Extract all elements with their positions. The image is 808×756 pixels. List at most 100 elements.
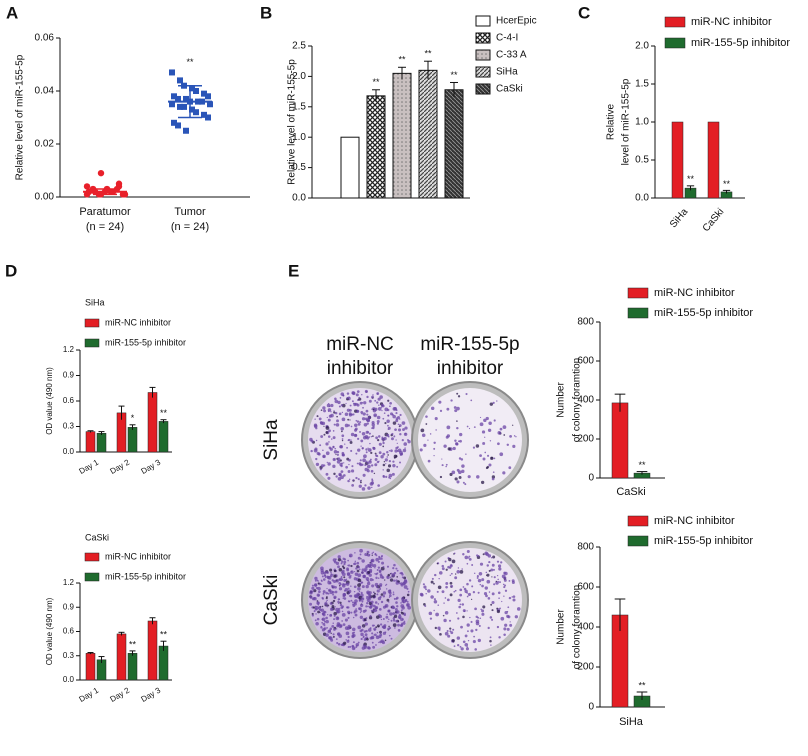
colony: [387, 573, 391, 577]
y-tick-label: 0: [588, 473, 594, 484]
colony: [488, 560, 491, 564]
colony: [327, 410, 330, 413]
colony: [378, 460, 380, 462]
y-axis-label: Relative: [606, 104, 617, 141]
colony: [430, 595, 434, 599]
colony: [449, 574, 452, 577]
colony: [334, 447, 337, 450]
colony: [369, 614, 372, 618]
colony: [363, 630, 367, 633]
colony: [361, 417, 366, 421]
colony: [497, 578, 499, 581]
colony: [338, 598, 341, 600]
colony: [341, 439, 344, 442]
colony: [371, 632, 374, 635]
colony: [382, 463, 386, 467]
legend-label: miR-155-5p inhibitor: [105, 571, 186, 581]
colony: [365, 451, 368, 454]
colony: [393, 571, 397, 575]
colony: [336, 415, 338, 418]
colony: [378, 404, 380, 406]
colony: [337, 565, 340, 569]
colony: [456, 406, 460, 411]
legend-swatch: [475, 49, 491, 61]
colony: [372, 610, 374, 613]
colony: [386, 451, 389, 454]
colony: [462, 481, 465, 484]
colony: [491, 563, 495, 567]
colony: [454, 589, 457, 592]
colony: [456, 426, 459, 430]
colony: [359, 430, 362, 433]
colony: [366, 637, 369, 641]
colony: [309, 602, 313, 606]
colony: [373, 624, 375, 627]
data-point: [189, 85, 195, 92]
colony: [340, 559, 343, 561]
colony: [401, 597, 405, 601]
colony: [352, 604, 356, 608]
legend-swatch: [627, 307, 649, 319]
y-tick-label: 0: [588, 702, 594, 713]
colony: [371, 479, 374, 482]
colony: [309, 591, 313, 595]
y-axis-label: Number: [556, 609, 567, 645]
colony: [366, 646, 371, 650]
colony: [393, 435, 396, 438]
colony: [380, 593, 384, 596]
colony: [401, 611, 404, 615]
colony: [315, 457, 318, 461]
colony: [456, 612, 458, 614]
colony: [325, 596, 328, 598]
colony: [444, 560, 447, 563]
colony: [329, 602, 333, 605]
colony: [376, 589, 380, 593]
significance: **: [687, 174, 695, 184]
colony: [402, 601, 405, 604]
colony: [372, 594, 376, 598]
colony: [334, 399, 339, 404]
colony: [341, 417, 346, 422]
colony: [500, 561, 503, 564]
colony: [472, 590, 476, 594]
colony: [393, 579, 396, 582]
colony: [441, 564, 445, 568]
colony: [372, 408, 375, 411]
colony: [456, 420, 458, 422]
colony: [317, 586, 321, 591]
legend-swatch: [627, 287, 649, 299]
colony: [391, 437, 394, 441]
panel-label: E: [288, 261, 299, 280]
colony: [461, 603, 465, 606]
colony: [433, 441, 436, 445]
colony: [385, 584, 387, 586]
x-tick-note: (n = 24): [171, 221, 209, 233]
colony: [347, 616, 350, 619]
colony: [359, 463, 363, 467]
data-point: [177, 77, 183, 84]
colony: [331, 438, 333, 440]
colony: [501, 600, 503, 603]
colony: [341, 560, 344, 563]
colony: [370, 558, 375, 563]
colony: [387, 464, 392, 468]
colony: [347, 439, 349, 441]
colony: [365, 409, 369, 413]
colony: [459, 432, 463, 437]
legend-swatch: [627, 535, 649, 547]
colony: [435, 612, 439, 617]
colony: [365, 460, 368, 463]
colony: [379, 588, 382, 591]
colony: [322, 449, 324, 452]
colony: [360, 591, 363, 594]
colony: [368, 591, 372, 595]
colony: [355, 452, 358, 455]
colony: [461, 464, 465, 468]
colony: [325, 619, 329, 624]
colony: [357, 448, 361, 452]
colony: [317, 606, 322, 610]
colony: [347, 564, 351, 567]
colony: [386, 598, 390, 602]
colony: [400, 602, 402, 604]
colony: [352, 413, 355, 416]
